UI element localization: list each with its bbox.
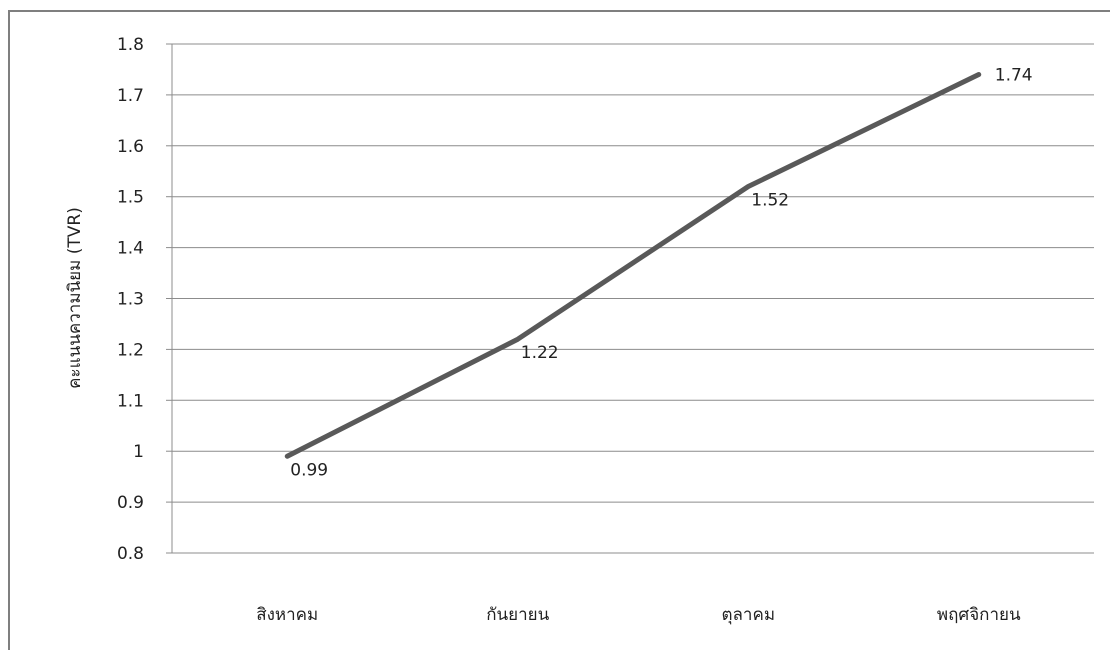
x-tick-label: พฤศจิกายน — [937, 605, 1021, 625]
axes — [166, 43, 173, 554]
y-tick-label: 1.4 — [117, 239, 144, 259]
data-label: 1.74 — [995, 66, 1033, 86]
x-tick-label: สิงหาคม — [256, 605, 318, 625]
series-line-path — [284, 72, 982, 459]
data-labels: 0.99 1.22 1.52 1.74 — [290, 66, 1032, 481]
y-tick-label: 1.6 — [117, 137, 144, 157]
y-tick-label: 1.2 — [117, 340, 144, 360]
y-tick-labels: 0.8 0.9 1 1.1 1.2 1.3 1.4 1.5 1.6 1.7 1.8 — [117, 35, 144, 564]
y-tick-label: 0.9 — [117, 493, 144, 513]
x-tick-label: ตุลาคม — [721, 605, 775, 625]
x-tick-labels: สิงหาคม กันยายน ตุลาคม พฤศจิกายน — [256, 605, 1021, 625]
y-tick-label: 1.8 — [117, 35, 144, 55]
data-label: 1.22 — [521, 343, 559, 363]
series-line — [284, 72, 982, 459]
y-tick-label: 1.1 — [117, 391, 144, 411]
y-axis-title: คะแนนความนิยม (TVR) — [65, 207, 85, 389]
y-tick-label: 1.5 — [117, 188, 144, 208]
y-tick-label: 0.8 — [117, 544, 144, 564]
y-tick-label: 1 — [133, 442, 144, 462]
chart-frame — [8, 10, 1110, 650]
y-tick-label: 1.7 — [117, 86, 144, 106]
data-label: 1.52 — [751, 191, 789, 211]
data-label: 0.99 — [290, 460, 328, 480]
y-tick-label: 1.3 — [117, 290, 144, 310]
x-tick-label: กันยายน — [486, 605, 549, 625]
